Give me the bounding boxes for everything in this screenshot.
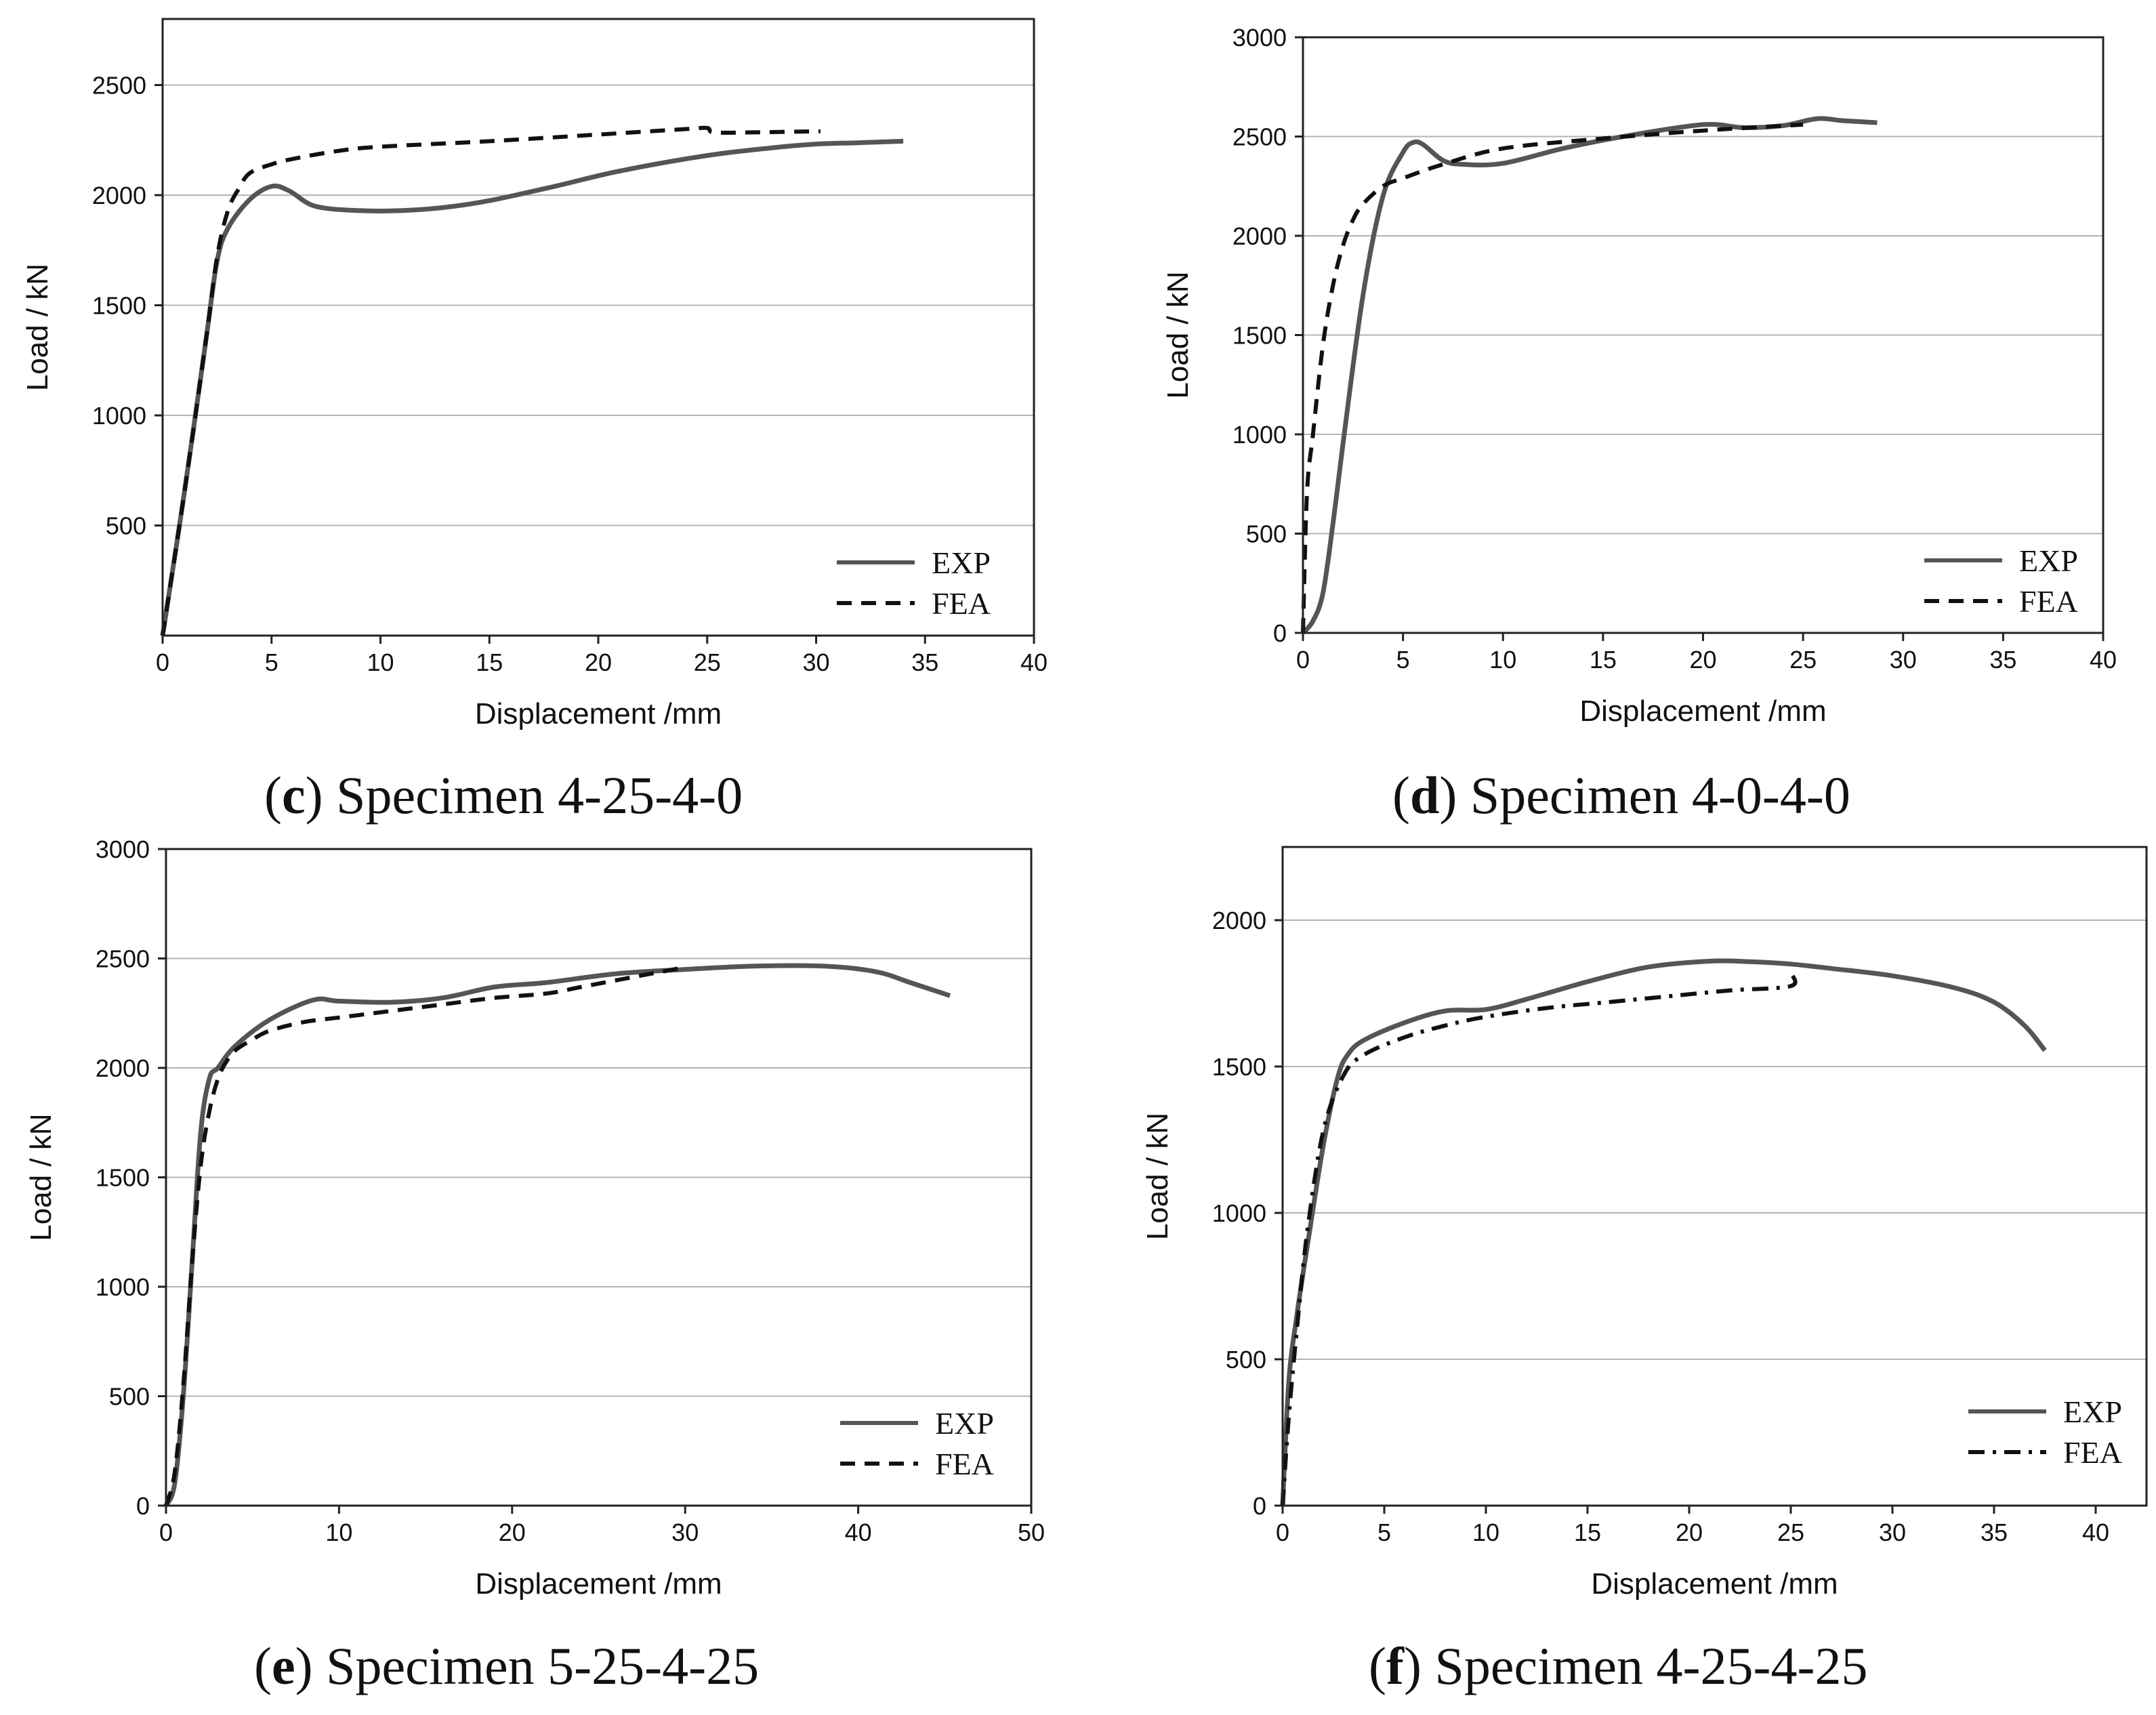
y-tick-label: 2000	[1232, 222, 1287, 250]
y-tick-label: 2500	[1232, 123, 1287, 151]
y-tick-label: 1500	[96, 1164, 150, 1192]
y-tick-label: 1000	[92, 402, 146, 430]
x-tick-label: 20	[1689, 646, 1716, 674]
series-line-exp	[160, 138, 904, 636]
chart-panel-e: 0 10 20 30 40 50050010001500200025003000Displ…	[24, 835, 1045, 1695]
x-tick-label: 35	[1981, 1518, 2008, 1546]
x-axis-label: Displacement /mm	[475, 697, 722, 730]
y-tick-label: 1000	[1232, 421, 1287, 449]
legend-label-fea: FEA	[2063, 1435, 2122, 1470]
x-tick-label: 30	[1879, 1518, 1906, 1546]
legend-label-fea: FEA	[2019, 584, 2078, 619]
legend-label-exp: EXP	[932, 545, 991, 580]
x-tick-label: 40	[2082, 1518, 2109, 1546]
x-tick-label: 15	[476, 648, 503, 676]
series-line-exp	[1280, 958, 2047, 1506]
x-tick-label: 5	[1377, 1518, 1391, 1546]
y-axis-label: Load / kN	[24, 1113, 58, 1241]
x-tick-label: 25	[1777, 1518, 1804, 1546]
x-axis-label: Displacement /mm	[475, 1567, 722, 1600]
x-tick-label: 0	[159, 1518, 173, 1546]
x-axis-label: Displacement /mm	[1579, 695, 1826, 728]
y-axis-label: Load / kN	[1161, 271, 1195, 398]
panel-caption: (f) Specimen 4-25-4-25	[1369, 1636, 1867, 1695]
y-tick-label: 500	[1226, 1346, 1266, 1373]
y-tick-label: 3000	[96, 835, 150, 863]
x-tick-label: 40	[2090, 646, 2117, 674]
panel-caption: (c) Specimen 4-25-4-0	[264, 766, 743, 825]
x-tick-label: 30	[802, 648, 829, 676]
y-tick-label: 500	[109, 1383, 150, 1411]
x-tick-label: 10	[1489, 646, 1516, 674]
y-tick-label: 2000	[1212, 907, 1266, 934]
series-line-fea	[161, 125, 821, 636]
y-tick-label: 0	[136, 1492, 150, 1520]
y-tick-label: 2000	[96, 1054, 150, 1082]
x-tick-label: 15	[1590, 646, 1617, 674]
x-tick-label: 25	[1789, 646, 1817, 674]
panel-caption: (d) Specimen 4-0-4-0	[1392, 766, 1850, 825]
legend-label-fea: FEA	[935, 1447, 994, 1481]
x-tick-label: 30	[671, 1518, 699, 1546]
x-tick-label: 20	[1676, 1518, 1703, 1546]
y-tick-label: 0	[1273, 619, 1287, 647]
y-tick-label: 1500	[92, 292, 146, 320]
y-tick-label: 2500	[92, 72, 146, 100]
x-tick-label: 15	[1574, 1518, 1601, 1546]
chart-panel-d: 0 5 10 15 20 25 30 35 40 0 500 1000 1500 2000 2500 3000…	[1161, 24, 2117, 825]
y-axis-label: Load / kN	[1141, 1113, 1174, 1240]
x-tick-label: 20	[499, 1518, 526, 1546]
y-tick-label: 1500	[1232, 322, 1287, 350]
legend-label-exp: EXP	[935, 1406, 994, 1441]
y-tick-label: 2500	[96, 945, 150, 973]
chart-panel-f: 0 5 10 15 20 25 30 35 40 0 500 1000 1500 2000 Displace…	[1141, 846, 2148, 1695]
y-tick-label: 1500	[1212, 1053, 1266, 1081]
y-tick-label: 500	[1246, 520, 1287, 548]
legend-label-fea: FEA	[932, 586, 991, 621]
chart-panel-c: 0 5 10 15 20 25 30 35 40 500 1000 1500 2000 2500 Displ…	[21, 18, 1048, 825]
plot-frame	[1281, 846, 2148, 1507]
x-tick-label: 35	[1989, 646, 2016, 674]
series-line-exp	[163, 963, 951, 1507]
x-tick-label: 40	[1020, 648, 1048, 676]
y-axis-label: Load / kN	[21, 264, 54, 391]
y-tick-label: 1000	[1212, 1199, 1266, 1227]
x-tick-label: 5	[265, 648, 278, 676]
panel-caption: (e) Specimen 5-25-4-25	[254, 1636, 759, 1695]
y-tick-label: 2000	[92, 182, 146, 209]
x-tick-label: 25	[694, 648, 721, 676]
x-tick-label: 10	[367, 648, 394, 676]
x-tick-label: 20	[585, 648, 612, 676]
x-tick-label: 40	[845, 1518, 872, 1546]
x-tick-label: 0	[156, 648, 169, 676]
x-tick-label: 30	[1890, 646, 1917, 674]
x-tick-label: 10	[325, 1518, 352, 1546]
x-tick-label: 10	[1472, 1518, 1499, 1546]
y-tick-label: 500	[106, 512, 146, 540]
y-tick-label: 0	[1253, 1492, 1266, 1520]
x-tick-label: 35	[911, 648, 938, 676]
y-tick-label: 1000	[96, 1273, 150, 1301]
x-tick-label: 0	[1276, 1518, 1289, 1546]
series-line-fea	[164, 965, 686, 1506]
legend-label-exp: EXP	[2063, 1394, 2122, 1429]
legend-label-exp: EXP	[2019, 543, 2078, 578]
x-axis-label: Displacement /mm	[1591, 1567, 1838, 1600]
x-tick-label: 50	[1018, 1518, 1045, 1546]
y-tick-label: 3000	[1232, 24, 1287, 51]
series-line-fea	[1281, 972, 1798, 1506]
series-line-exp	[1301, 116, 1878, 635]
series-line-fea	[1301, 122, 1804, 634]
plot-frame	[161, 18, 1035, 637]
x-tick-label: 0	[1296, 646, 1310, 674]
x-tick-label: 5	[1396, 646, 1410, 674]
